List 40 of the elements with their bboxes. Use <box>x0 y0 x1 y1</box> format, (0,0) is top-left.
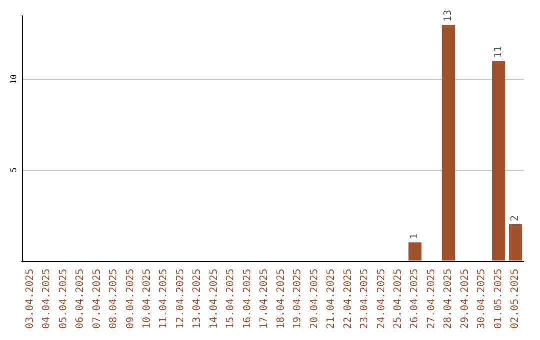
x-tick-label: 24.04.2025 <box>376 268 388 330</box>
bar <box>492 61 506 261</box>
x-tick-label: 25.04.2025 <box>393 268 404 330</box>
x-tick-label: 17.04.2025 <box>259 268 270 330</box>
x-tick-label: 22.04.2025 <box>342 268 354 330</box>
x-tick-label: 20.04.2025 <box>309 268 320 330</box>
bar <box>442 25 456 261</box>
x-tick-label: 23.04.2025 <box>360 268 371 330</box>
x-tick-label: 02.05.2025 <box>510 268 522 330</box>
x-tick-label: 30.04.2025 <box>476 268 488 330</box>
data-label: 1 <box>410 234 421 240</box>
x-tick-label: 28.04.2025 <box>443 268 454 330</box>
x-tick-label: 03.04.2025 <box>24 268 36 330</box>
x-tick-label: 18.04.2025 <box>276 268 287 330</box>
x-tick-label: 15.04.2025 <box>226 268 237 330</box>
y-tick-label: 5 <box>10 168 18 173</box>
x-tick-label: 07.04.2025 <box>92 268 103 330</box>
y-tick-label: 10 <box>10 74 18 84</box>
x-tick-label: 01.05.2025 <box>493 268 504 330</box>
x-tick-label: 13.04.2025 <box>192 268 204 330</box>
x-tick-label: 19.04.2025 <box>292 268 304 330</box>
data-label: 11 <box>493 46 504 58</box>
bar <box>408 242 422 261</box>
x-tick-label: 29.04.2025 <box>460 268 471 330</box>
x-tick-label: 11.04.2025 <box>158 268 170 330</box>
x-tick-label: 14.04.2025 <box>208 268 220 330</box>
x-tick-label: 27.04.2025 <box>426 268 438 330</box>
x-tick-label: 08.04.2025 <box>108 268 120 330</box>
x-tick-label: 09.04.2025 <box>125 268 136 330</box>
x-tick-label: 16.04.2025 <box>242 268 254 330</box>
data-label: 2 <box>510 216 522 222</box>
x-tick-label: 04.04.2025 <box>42 268 53 330</box>
x-tick-label: 06.04.2025 <box>75 268 86 330</box>
x-tick-label: 12.04.2025 <box>175 268 186 330</box>
x-tick-label: 26.04.2025 <box>410 268 421 330</box>
bar <box>509 224 522 261</box>
data-label: 13 <box>443 10 454 22</box>
x-tick-label: 05.04.2025 <box>58 268 70 330</box>
x-tick-label: 21.04.2025 <box>326 268 338 330</box>
x-tick-label: 10.04.2025 <box>142 268 153 330</box>
